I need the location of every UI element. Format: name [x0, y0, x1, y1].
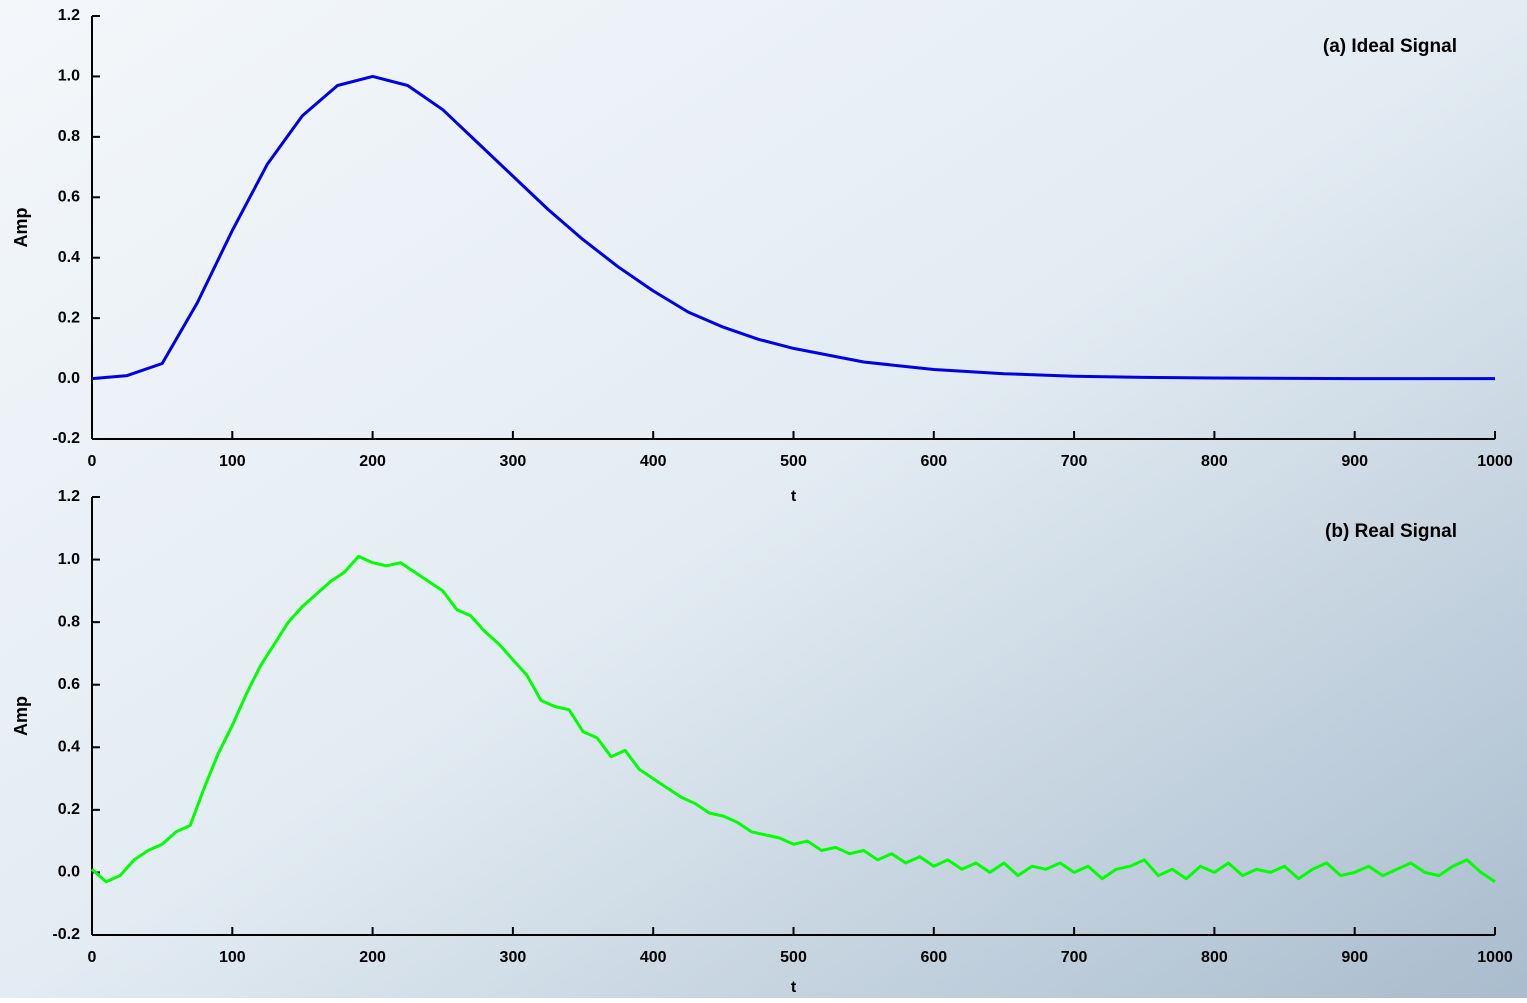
y-tick-label: 1.2	[58, 7, 80, 24]
x-tick-label: 100	[219, 949, 246, 966]
y-tick-label: 1.0	[58, 551, 80, 568]
signal-line	[91, 554, 1496, 884]
x-tick-label: 800	[1201, 949, 1228, 966]
y-tick-label: -0.2	[52, 926, 80, 943]
y-tick-label: 0.6	[58, 189, 80, 206]
y-tick-label: 0.0	[58, 864, 80, 881]
x-tick-label: 200	[359, 949, 386, 966]
x-tick-label: 1000	[1477, 949, 1513, 966]
y-tick-label: 0.8	[58, 613, 80, 630]
y-tick-label: 1.2	[58, 488, 80, 505]
x-axis-label: t	[791, 979, 797, 996]
x-axis-label: t	[791, 488, 797, 505]
y-tick-label: 0.6	[58, 676, 80, 693]
x-tick-label: 0	[88, 453, 97, 470]
x-tick-label: 600	[920, 949, 947, 966]
y-tick-label: -0.2	[52, 430, 80, 447]
y-tick-label: 0.8	[58, 128, 80, 145]
x-tick-label: 900	[1341, 453, 1368, 470]
x-tick-label: 600	[920, 453, 947, 470]
y-tick-label: 0.4	[58, 249, 80, 266]
y-tick-label: 0.4	[58, 739, 80, 756]
x-tick-label: 700	[1061, 949, 1088, 966]
y-tick-label: 1.0	[58, 68, 80, 85]
y-axis-label: Amp	[11, 696, 31, 736]
x-tick-label: 400	[640, 453, 667, 470]
x-tick-label: 0	[88, 949, 97, 966]
x-tick-label: 100	[219, 453, 246, 470]
x-tick-label: 500	[780, 949, 807, 966]
x-tick-label: 900	[1341, 949, 1368, 966]
x-tick-label: 500	[780, 453, 807, 470]
x-tick-label: 800	[1201, 453, 1228, 470]
y-tick-label: 0.2	[58, 309, 80, 326]
x-tick-label: 300	[500, 949, 527, 966]
x-tick-label: 1000	[1477, 453, 1513, 470]
x-tick-label: 300	[500, 453, 527, 470]
y-tick-label: 0.2	[58, 801, 80, 818]
y-tick-label: 0.0	[58, 370, 80, 387]
x-tick-label: 200	[359, 453, 386, 470]
panel-title: (a) Ideal Signal	[1323, 36, 1457, 57]
signal-line	[91, 74, 1495, 381]
x-tick-label: 700	[1061, 453, 1088, 470]
panel-title: (b) Real Signal	[1325, 521, 1457, 542]
y-axis-label: Amp	[11, 207, 31, 247]
x-tick-label: 400	[640, 949, 667, 966]
